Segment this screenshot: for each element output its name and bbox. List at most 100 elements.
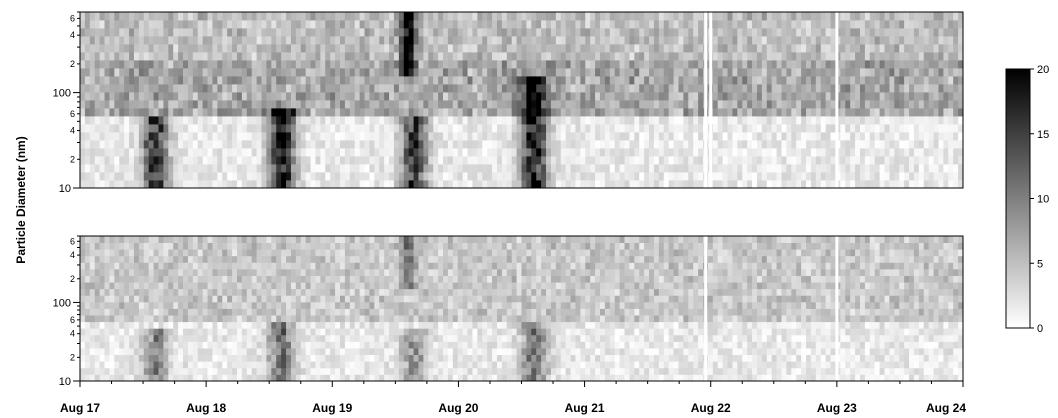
heatmap-cell bbox=[825, 12, 831, 21]
heatmap-cell bbox=[825, 148, 831, 157]
heatmap-cell bbox=[712, 28, 719, 37]
heatmap-cell bbox=[271, 132, 277, 141]
heatmap-cell bbox=[506, 60, 513, 69]
heatmap-cell bbox=[786, 100, 792, 109]
heatmap-cell bbox=[212, 124, 218, 133]
heatmap-cell bbox=[815, 156, 822, 165]
heatmap-cell bbox=[801, 132, 807, 141]
heatmap-cell bbox=[330, 354, 336, 362]
heatmap-cell bbox=[737, 132, 743, 141]
heatmap-cell bbox=[771, 132, 777, 141]
heatmap-cell bbox=[266, 92, 272, 101]
heatmap-cell bbox=[398, 60, 405, 69]
heatmap-cell bbox=[148, 52, 154, 61]
heatmap-cell bbox=[163, 28, 169, 37]
heatmap-cell bbox=[884, 52, 890, 61]
heatmap-cell bbox=[124, 132, 130, 141]
heatmap-cell bbox=[398, 108, 405, 117]
heatmap-cell bbox=[653, 172, 660, 181]
heatmap-cell bbox=[114, 156, 120, 165]
heatmap-cell bbox=[712, 367, 719, 375]
heatmap-cell bbox=[521, 44, 527, 53]
heatmap-cell bbox=[222, 164, 228, 173]
heatmap-cell bbox=[815, 172, 822, 181]
heatmap-cell bbox=[604, 172, 611, 181]
heatmap-cell bbox=[443, 60, 449, 69]
heatmap-cell bbox=[550, 68, 557, 77]
heatmap-cell bbox=[747, 52, 753, 61]
heatmap-cell bbox=[295, 132, 302, 141]
heatmap-cell bbox=[295, 124, 302, 133]
heatmap-cell bbox=[418, 156, 424, 165]
heatmap-cell bbox=[899, 180, 905, 189]
heatmap-cell bbox=[958, 361, 964, 369]
heatmap-cell bbox=[129, 132, 135, 141]
heatmap-cell bbox=[138, 341, 145, 349]
heatmap-cell bbox=[909, 36, 915, 45]
heatmap-cell bbox=[94, 44, 101, 53]
heatmap-cell bbox=[884, 116, 890, 125]
heatmap-cell bbox=[884, 76, 890, 85]
heatmap-cell bbox=[526, 52, 532, 61]
heatmap-cell bbox=[771, 52, 777, 61]
heatmap-cell bbox=[241, 108, 248, 117]
heatmap-cell bbox=[801, 180, 807, 189]
heatmap-cell bbox=[649, 140, 655, 149]
heatmap-cell bbox=[379, 68, 385, 77]
heatmap-cell bbox=[423, 156, 429, 165]
heatmap-cell bbox=[683, 354, 689, 362]
heatmap-cell bbox=[286, 36, 292, 45]
heatmap-cell bbox=[717, 148, 724, 157]
heatmap-cell bbox=[443, 354, 449, 362]
heatmap-cell bbox=[668, 108, 674, 117]
heatmap-cell bbox=[604, 20, 611, 29]
heatmap-cell bbox=[99, 367, 105, 375]
heatmap-cell bbox=[928, 367, 934, 375]
heatmap-cell bbox=[295, 156, 302, 165]
heatmap-cell bbox=[521, 100, 527, 109]
heatmap-cell bbox=[447, 348, 454, 356]
heatmap-cell bbox=[585, 140, 591, 149]
heatmap-cell bbox=[158, 100, 164, 109]
heatmap-cell bbox=[585, 361, 591, 369]
heatmap-cell bbox=[256, 164, 262, 173]
heatmap-cell bbox=[364, 354, 370, 362]
heatmap-cell bbox=[109, 60, 115, 69]
heatmap-cell bbox=[384, 108, 390, 117]
heatmap-cell bbox=[575, 44, 581, 53]
heatmap-cell bbox=[330, 12, 336, 21]
heatmap-cell bbox=[359, 36, 365, 45]
heatmap-cell bbox=[492, 180, 498, 189]
heatmap-cell bbox=[438, 164, 444, 173]
heatmap-cell bbox=[138, 354, 145, 362]
heatmap-cell bbox=[119, 367, 125, 375]
heatmap-cell bbox=[398, 132, 405, 141]
heatmap-cell bbox=[737, 108, 743, 117]
heatmap-cell bbox=[874, 148, 881, 157]
heatmap-cell bbox=[506, 20, 513, 29]
heatmap-cell bbox=[693, 12, 699, 21]
heatmap-cell bbox=[791, 84, 797, 93]
heatmap-cell bbox=[369, 361, 375, 369]
heatmap-cell bbox=[693, 20, 699, 29]
heatmap-cell bbox=[295, 68, 302, 77]
heatmap-cell bbox=[261, 52, 267, 61]
heatmap-cell bbox=[707, 348, 714, 356]
heatmap-cell bbox=[909, 164, 915, 173]
heatmap-cell bbox=[457, 148, 464, 157]
heatmap-cell bbox=[737, 374, 743, 382]
heatmap-cell bbox=[707, 361, 714, 369]
heatmap-cell bbox=[943, 68, 949, 77]
heatmap-cell bbox=[810, 76, 817, 85]
heatmap-cell bbox=[153, 367, 159, 375]
heatmap-cell bbox=[359, 116, 365, 125]
heatmap-cell bbox=[467, 76, 473, 85]
heatmap-cell bbox=[958, 148, 964, 157]
heatmap-cell bbox=[663, 361, 670, 369]
heatmap-cell bbox=[815, 60, 822, 69]
heatmap-cell bbox=[251, 156, 257, 165]
heatmap-cell bbox=[904, 76, 910, 85]
heatmap-cell bbox=[241, 100, 248, 109]
heatmap-cell bbox=[776, 361, 782, 369]
heatmap-cell bbox=[109, 148, 115, 157]
